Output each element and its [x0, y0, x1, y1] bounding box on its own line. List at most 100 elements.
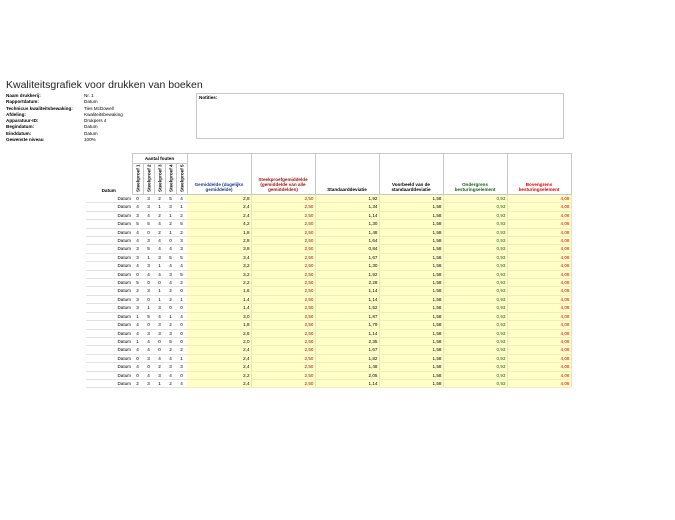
cell-steekproef-1[interactable]: 2 [132, 286, 143, 296]
cell-steekproefgemiddelde[interactable]: 2,50 [251, 345, 316, 355]
cell-standaarddeviatie[interactable]: 2,05 [315, 371, 380, 380]
cell-steekproef-2[interactable]: 5 [143, 312, 154, 322]
cell-steekproef-4[interactable]: 3 [165, 270, 176, 280]
cell-steekproef-5[interactable]: 2 [176, 211, 187, 221]
cell-steekproef-2[interactable]: 0 [143, 362, 154, 372]
cell-datum[interactable]: Datum [86, 278, 132, 288]
cell-gemiddelde[interactable]: 2,8 [187, 194, 252, 204]
cell-ondergrens[interactable]: 0,93 [443, 236, 508, 246]
cell-datum[interactable]: Datum [86, 202, 132, 212]
cell-standaarddeviatie[interactable]: 1,14 [315, 329, 380, 338]
cell-steekproef-4[interactable]: 3 [165, 362, 176, 372]
cell-steekproef-1[interactable]: 0 [132, 371, 143, 380]
cell-datum[interactable]: Datum [86, 329, 132, 338]
cell-steekproef-1[interactable]: 4 [132, 329, 143, 338]
cell-steekproef-4[interactable]: 2 [165, 286, 176, 296]
cell-standaarddeviatie[interactable]: 1,79 [315, 320, 380, 330]
cell-standaarddeviatie[interactable]: 1,52 [315, 303, 380, 313]
cell-voorbeeld-standaarddeviatie[interactable]: 1,58 [379, 253, 444, 263]
cell-steekproef-4[interactable]: 3 [165, 329, 176, 338]
cell-steekproefgemiddelde[interactable]: 2,50 [251, 236, 316, 246]
cell-steekproef-2[interactable]: 3 [143, 379, 154, 389]
cell-steekproef-5[interactable]: 4 [176, 261, 187, 271]
cell-steekproef-2[interactable]: 3 [143, 329, 154, 338]
cell-steekproef-5[interactable]: 2 [176, 345, 187, 355]
cell-standaarddeviatie[interactable]: 1,92 [315, 270, 380, 280]
cell-voorbeeld-standaarddeviatie[interactable]: 1,58 [379, 354, 444, 364]
cell-steekproef-3[interactable]: 4 [154, 270, 165, 280]
cell-steekproef-1[interactable]: 4 [132, 202, 143, 212]
cell-standaarddeviatie[interactable]: 1,14 [315, 211, 380, 221]
cell-voorbeeld-standaarddeviatie[interactable]: 1,58 [379, 236, 444, 246]
cell-steekproef-4[interactable]: 5 [165, 337, 176, 347]
cell-bovengrens[interactable]: 4,08 [507, 379, 572, 389]
cell-voorbeeld-standaarddeviatie[interactable]: 1,58 [379, 362, 444, 372]
cell-steekproef-1[interactable]: 4 [132, 261, 143, 271]
cell-steekproef-1[interactable]: 0 [132, 270, 143, 280]
cell-steekproef-3[interactable]: 1 [154, 295, 165, 305]
cell-steekproef-5[interactable]: 3 [176, 236, 187, 246]
cell-steekproef-3[interactable]: 3 [154, 329, 165, 338]
cell-steekproef-4[interactable]: 0 [165, 303, 176, 313]
cell-steekproef-1[interactable]: 0 [132, 194, 143, 204]
cell-steekproef-3[interactable]: 4 [154, 312, 165, 322]
cell-bovengrens[interactable]: 4,08 [507, 295, 572, 305]
cell-gemiddelde[interactable]: 2,0 [187, 337, 252, 347]
cell-steekproef-1[interactable]: 4 [132, 320, 143, 330]
cell-steekproef-1[interactable]: 1 [132, 337, 143, 347]
cell-steekproefgemiddelde[interactable]: 2,50 [251, 379, 316, 389]
cell-voorbeeld-standaarddeviatie[interactable]: 1,58 [379, 211, 444, 221]
cell-ondergrens[interactable]: 0,93 [443, 345, 508, 355]
notes-box[interactable]: Notities: [196, 93, 564, 139]
cell-gemiddelde[interactable]: 1,6 [187, 286, 252, 296]
cell-voorbeeld-standaarddeviatie[interactable]: 1,58 [379, 371, 444, 380]
cell-steekproef-5[interactable]: 1 [176, 354, 187, 364]
cell-bovengrens[interactable]: 4,08 [507, 202, 572, 212]
cell-bovengrens[interactable]: 4,08 [507, 362, 572, 372]
cell-standaarddeviatie[interactable]: 2,28 [315, 278, 380, 288]
cell-steekproef-5[interactable]: 4 [176, 312, 187, 322]
cell-steekproef-2[interactable]: 4 [143, 371, 154, 380]
cell-standaarddeviatie[interactable]: 1,48 [315, 362, 380, 372]
cell-voorbeeld-standaarddeviatie[interactable]: 1,58 [379, 320, 444, 330]
cell-bovengrens[interactable]: 4,08 [507, 194, 572, 204]
cell-steekproef-5[interactable]: 0 [176, 320, 187, 330]
cell-voorbeeld-standaarddeviatie[interactable]: 1,58 [379, 219, 444, 229]
cell-steekproef-1[interactable]: 0 [132, 354, 143, 364]
cell-gemiddelde[interactable]: 2,8 [187, 236, 252, 246]
cell-datum[interactable]: Datum [86, 337, 132, 347]
info-value[interactable]: Datum [84, 99, 98, 105]
cell-steekproef-5[interactable]: 2 [176, 278, 187, 288]
cell-standaarddeviatie[interactable]: 1,14 [315, 295, 380, 305]
cell-standaarddeviatie[interactable]: 1,34 [315, 202, 380, 212]
cell-steekproef-5[interactable]: 4 [176, 379, 187, 389]
cell-datum[interactable]: Datum [86, 354, 132, 364]
cell-steekproef-4[interactable]: 2 [165, 295, 176, 305]
cell-steekproef-3[interactable]: 3 [154, 253, 165, 263]
cell-steekproef-5[interactable]: 5 [176, 270, 187, 280]
cell-ondergrens[interactable]: 0,93 [443, 202, 508, 212]
cell-voorbeeld-standaarddeviatie[interactable]: 1,58 [379, 270, 444, 280]
cell-standaarddeviatie[interactable]: 1,14 [315, 379, 380, 389]
cell-gemiddelde[interactable]: 2,4 [187, 362, 252, 372]
cell-gemiddelde[interactable]: 3,2 [187, 270, 252, 280]
cell-ondergrens[interactable]: 0,93 [443, 261, 508, 271]
cell-steekproef-2[interactable]: 5 [143, 244, 154, 254]
cell-ondergrens[interactable]: 0,93 [443, 244, 508, 254]
cell-standaarddeviatie[interactable]: 2,35 [315, 337, 380, 347]
cell-steekproef-5[interactable]: 5 [176, 219, 187, 229]
cell-voorbeeld-standaarddeviatie[interactable]: 1,58 [379, 329, 444, 338]
cell-gemiddelde[interactable]: 4,2 [187, 219, 252, 229]
cell-gemiddelde[interactable]: 1,8 [187, 228, 252, 238]
cell-steekproef-3[interactable]: 3 [154, 303, 165, 313]
cell-steekproefgemiddelde[interactable]: 2,50 [251, 320, 316, 330]
cell-datum[interactable]: Datum [86, 219, 132, 229]
cell-gemiddelde[interactable]: 1,4 [187, 295, 252, 305]
cell-bovengrens[interactable]: 4,08 [507, 228, 572, 238]
cell-steekproefgemiddelde[interactable]: 2,50 [251, 286, 316, 296]
cell-steekproef-5[interactable]: 0 [176, 329, 187, 338]
cell-steekproef-4[interactable]: 2 [165, 320, 176, 330]
cell-steekproefgemiddelde[interactable]: 2,50 [251, 270, 316, 280]
cell-steekproef-1[interactable]: 4 [132, 236, 143, 246]
cell-steekproef-1[interactable]: 5 [132, 278, 143, 288]
